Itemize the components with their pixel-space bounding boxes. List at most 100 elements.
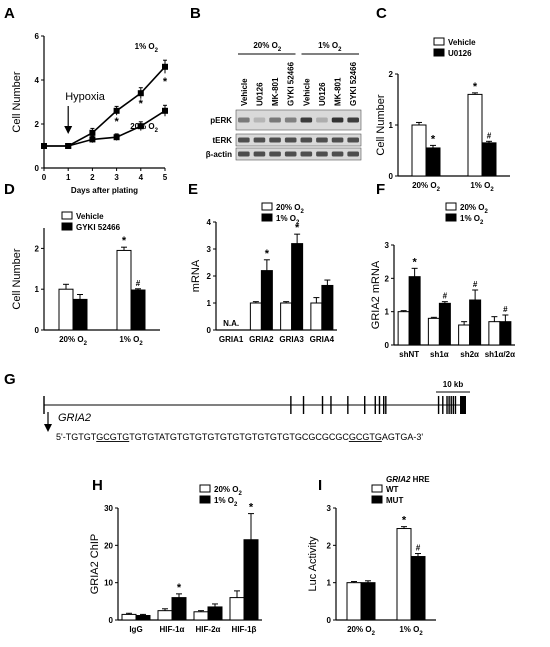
bar (291, 243, 304, 331)
legend-label: U0126 (448, 49, 472, 58)
category-label: 20% O2 (412, 181, 440, 193)
legend-label: 1% O2 (276, 214, 300, 226)
y-tick-label: 0 (389, 172, 394, 181)
y-tick-label: 0 (327, 616, 332, 625)
y-axis-label: GRIA2 mRNA (370, 260, 382, 329)
bar (469, 299, 482, 346)
legend-label: 20% O2 (214, 485, 242, 497)
legend-label: WT (386, 485, 399, 494)
y-axis-label: Cell Number (375, 94, 387, 155)
y-tick-label: 3 (327, 504, 332, 513)
gene-name: GRIA2 (58, 412, 91, 424)
legend-swatch (199, 495, 211, 504)
exon-mark (347, 396, 349, 414)
blot-band (284, 137, 297, 143)
y-tick-label: 10 (104, 579, 113, 588)
y-tick-label: 1 (389, 121, 394, 130)
panel-g-gene-map: G 10 kb GRIA2 5'-TGTGTGCGTGTGTGTATGTGTGTGTG… (4, 371, 470, 442)
y-axis-label: mRNA (190, 259, 202, 292)
legend-label: MUT (386, 496, 403, 505)
y-tick-label: 3 (207, 245, 212, 254)
blot-band (300, 151, 313, 157)
bar (488, 321, 501, 346)
blot-band (316, 117, 328, 123)
legend-swatch (261, 202, 273, 211)
category-label: sh1α (430, 350, 449, 359)
exon-mark (454, 396, 457, 414)
y-tick-label: 20 (104, 541, 113, 550)
blot-row-label: β-actin (206, 150, 232, 159)
y-tick-label: 30 (104, 504, 113, 513)
bar (130, 289, 146, 331)
blot-band (269, 137, 281, 143)
bar (481, 142, 497, 177)
bar (499, 321, 512, 346)
legend-label: 1% O2 (460, 214, 484, 226)
legend-label: Vehicle (448, 38, 476, 47)
y-tick-label: 3 (385, 241, 390, 250)
y-tick-label: 2 (389, 70, 394, 79)
category-label: IgG (129, 625, 142, 634)
significance-mark: # (487, 131, 492, 140)
blot-band (284, 117, 297, 123)
y-tick-label: 2 (207, 272, 212, 281)
legend-swatch (433, 48, 445, 57)
bar (171, 597, 187, 621)
y-tick-label: 2 (35, 244, 40, 253)
blot-band (347, 137, 359, 143)
blot-strip (235, 147, 362, 161)
bar (229, 597, 245, 621)
exon-mark (290, 396, 292, 414)
blot-band (269, 151, 281, 157)
data-point (113, 134, 120, 141)
legend-swatch (371, 484, 383, 493)
exon-mark (448, 396, 450, 414)
panel-label: E (188, 181, 198, 198)
blot-band (300, 137, 313, 143)
blot-band (253, 117, 266, 123)
y-tick-label: 1 (207, 299, 212, 308)
exon-mark (43, 396, 45, 414)
lane-label: GYKI 52466 (287, 61, 296, 106)
category-label: sh1α/2α (485, 350, 515, 359)
legend-label: Vehicle (76, 212, 104, 221)
data-point (137, 90, 144, 97)
significance-mark: * (412, 256, 417, 268)
y-axis-label: GRIA2 ChIP (89, 534, 101, 595)
significance-mark: # (473, 280, 478, 289)
x-tick-label: 2 (90, 173, 95, 182)
panel-label: G (4, 371, 16, 388)
panel-b-western-blot: B 20% O2 1% O2 Vehicle U0126 MK-801 GYKI 52466… (190, 5, 362, 161)
category-label: 20% O2 (59, 335, 87, 347)
lane-label: U0126 (318, 82, 327, 106)
blot-strip (235, 109, 362, 131)
bar (408, 276, 421, 346)
significance-mark: # (136, 279, 141, 288)
significance-mark: # (443, 292, 448, 301)
bar (321, 284, 334, 331)
y-tick-label: 0 (35, 164, 40, 173)
series-line (44, 66, 166, 147)
panel-e-bar-chart: E 0 1 2 3 4 mRNA GRIA1 N.A. GRIA2 * GRIA3 * GRIA4 20% … (188, 181, 337, 344)
data-point (162, 63, 168, 70)
exon-mark (378, 396, 381, 414)
y-axis-label: Cell Number (11, 71, 23, 132)
exon-mark (321, 396, 324, 414)
x-tick-label: 3 (114, 173, 119, 182)
x-tick-label: 5 (163, 173, 168, 182)
significance-mark: * (431, 133, 436, 145)
panel-label: H (92, 477, 103, 494)
legend-swatch (445, 213, 457, 222)
y-tick-label: 0 (385, 341, 390, 350)
y-tick-label: 0 (35, 326, 40, 335)
legend-swatch (371, 495, 383, 504)
bar (346, 582, 362, 621)
blot-band (316, 151, 328, 157)
bar (438, 302, 451, 346)
significance-mark: * (295, 222, 300, 234)
tss-arrowhead (44, 424, 52, 432)
significance-star: * (139, 98, 144, 110)
significance-mark: * (402, 515, 407, 527)
bar (410, 556, 426, 621)
blot-band (331, 151, 344, 157)
